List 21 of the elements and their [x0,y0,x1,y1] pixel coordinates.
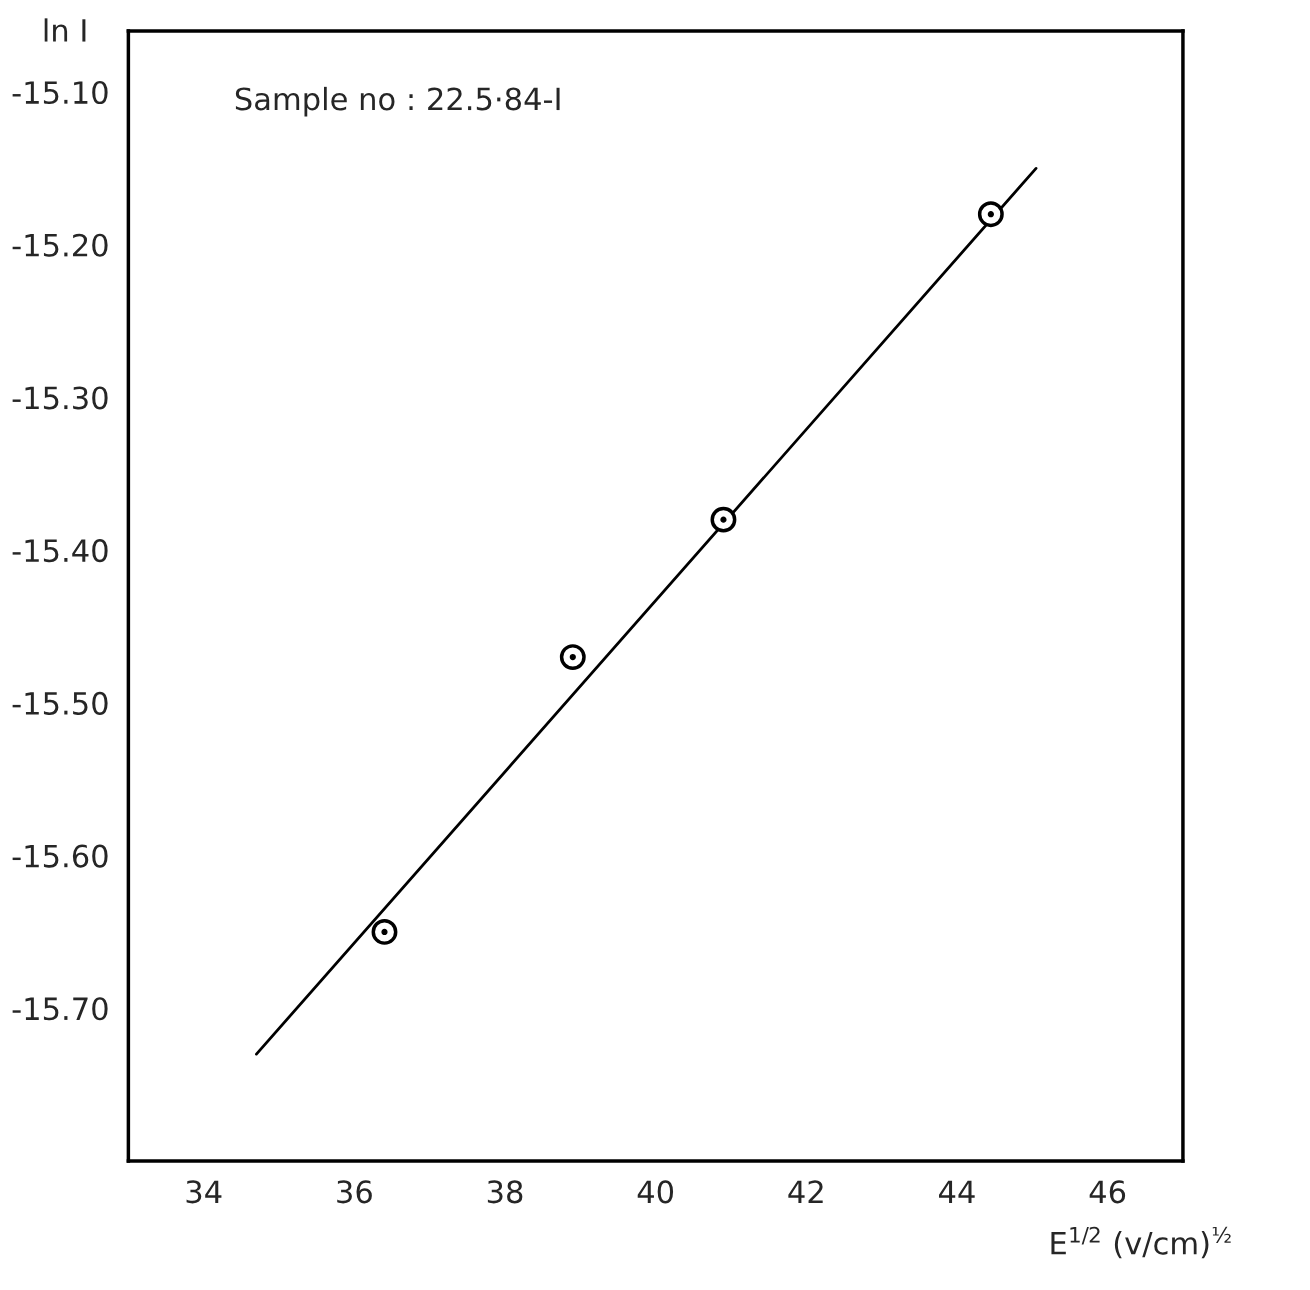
y-tick-label: -15.50 [12,691,108,715]
x-axis-title: E$^{1/2}$ (v/cm)$^{½}$ [1051,1226,1231,1259]
x-tick-label: 42 [788,1180,823,1203]
x-tick-label: 40 [637,1180,674,1204]
x-tick-label: 36 [337,1180,372,1204]
y-tick-label: -15.70 [12,997,108,1021]
point [710,506,737,533]
x-tick-label: 38 [487,1180,523,1204]
annotation: Sample no : 22.5·84-I [235,86,560,117]
y-tick-label: -15.20 [12,233,108,257]
point [371,919,398,945]
y-tick-label: -15.40 [12,539,108,563]
y-tick-label: -15.10 [12,80,108,105]
point [977,201,1004,228]
y-axis-title: ln I [44,18,86,42]
x-tick-label: 34 [186,1180,222,1204]
y-tick-label: -15.30 [12,386,108,410]
point [559,644,586,670]
x-tick-label: 46 [1089,1180,1126,1204]
y-tick-label: -15.60 [12,844,108,868]
x-tick-label: 44 [939,1180,975,1203]
